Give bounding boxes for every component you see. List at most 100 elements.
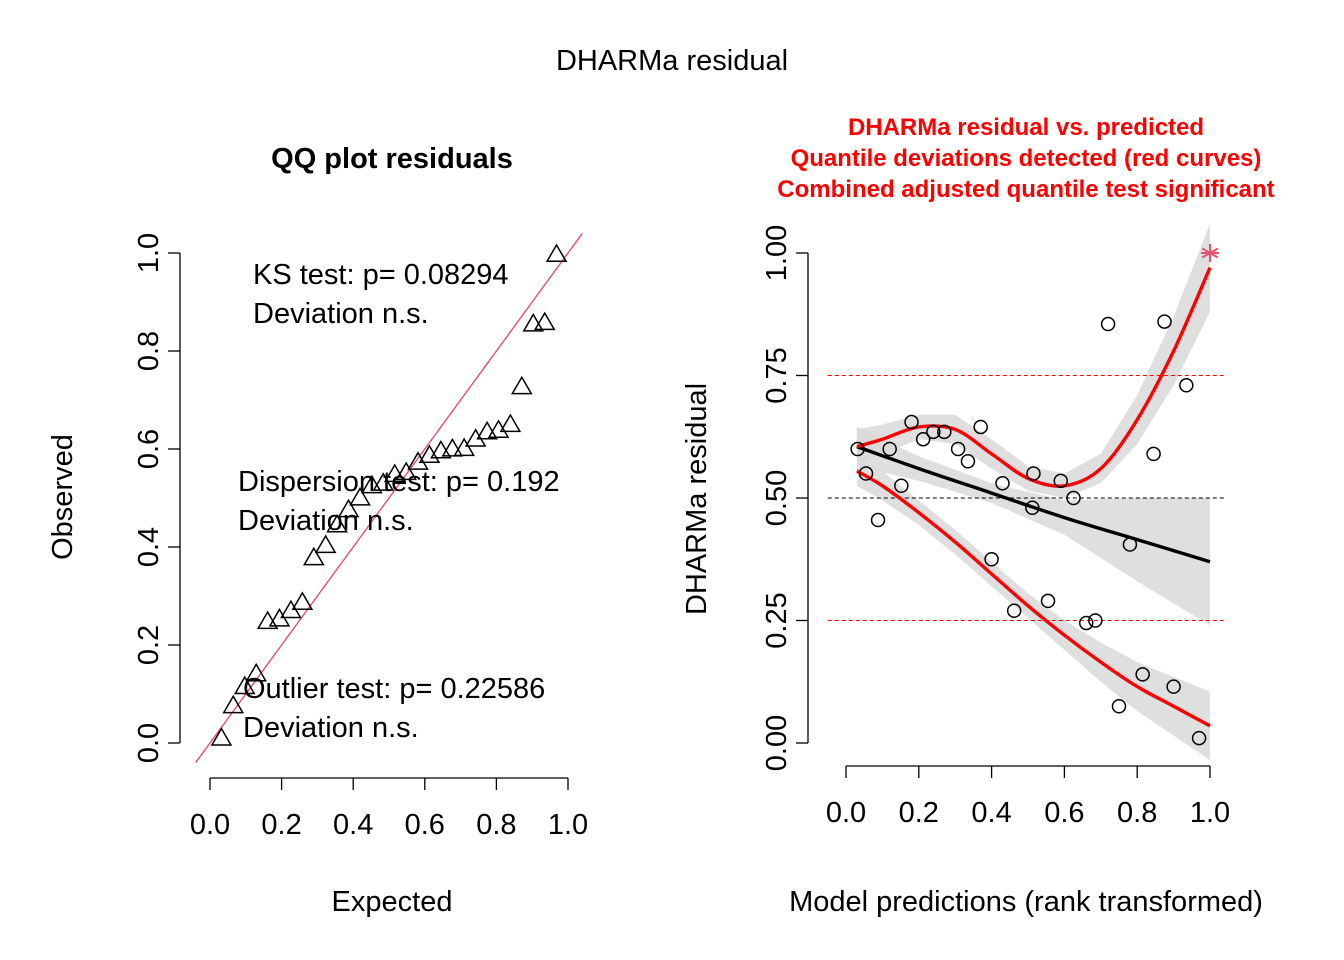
ks-test-text: KS test: p= 0.08294 [253, 259, 509, 291]
qq-title: QQ plot residuals [271, 143, 513, 175]
qq-plot-area: 0.0 0.2 0.4 0.6 0.8 1.0 0.0 0.2 0.4 0.6 0.8 1.0 [133, 233, 588, 841]
qq-x-tick-label: 0.4 [333, 809, 373, 841]
qq-point [441, 438, 464, 457]
residual-point [937, 424, 952, 440]
dispersion-deviation-text: Deviation n.s. [238, 505, 414, 537]
qq-point [210, 727, 233, 746]
qq-point [511, 375, 533, 395]
qq-point [245, 662, 267, 682]
residual-point [1026, 466, 1041, 481]
residual-point [1146, 446, 1161, 462]
qq-x-tick-label: 0.6 [405, 809, 445, 841]
qq-point [233, 675, 256, 695]
residual-point [1088, 613, 1103, 628]
residual-point [1122, 537, 1138, 552]
residual-point [1135, 667, 1150, 682]
qq-point [256, 610, 279, 630]
residual-outlier-point [1201, 244, 1219, 262]
qq-x-tick-label: 0.8 [476, 809, 516, 841]
residual-point [1100, 316, 1116, 332]
qq-x-tick-label: 0.0 [190, 809, 230, 841]
residual-title-line3: Combined adjusted quantile test signific… [777, 176, 1274, 203]
qq-panel: QQ plot residuals 0.0 0.2 0.4 0.6 0.8 1.00.00… [47, 143, 588, 918]
residual-y-tick-label: 0.75 [761, 347, 793, 403]
qq-point [314, 534, 337, 554]
residual-plot-area: 0.0 0.2 0.4 0.6 0.8 1.0 0.00 0.25 0.50 0.75 1.00 [761, 223, 1230, 829]
residual-point [915, 431, 931, 447]
residual-xlabel: Model predictions (rank transformed) [789, 886, 1263, 918]
residual-point [1078, 615, 1094, 631]
residual-x-tick-label: 0.2 [899, 797, 939, 829]
residual-panel: DHARMa residual vs. predicted Quantile d… [681, 114, 1275, 918]
residual-point [1025, 500, 1040, 516]
qq-reference-line [195, 232, 583, 764]
residual-point [870, 512, 886, 528]
residual-point [904, 414, 919, 430]
qq-point [291, 591, 314, 610]
residual-point [858, 466, 874, 481]
qq-point [407, 451, 429, 470]
residual-ylabel: DHARMa residual [681, 383, 713, 615]
residual-point [1040, 593, 1056, 609]
qq-xlabel: Expected [332, 886, 453, 918]
residual-point [984, 552, 999, 567]
residual-band-0 [856, 426, 1210, 626]
residual-x-tick-label: 0.4 [971, 797, 1011, 829]
residual-point [1166, 679, 1181, 694]
residual-band-1 [856, 223, 1210, 498]
qq-point [522, 313, 545, 332]
qq-point [545, 243, 568, 263]
qq-point [453, 437, 475, 457]
residual-point [926, 424, 941, 440]
qq-point [303, 546, 325, 566]
qq-point [326, 513, 348, 533]
residual-point [995, 476, 1010, 491]
residual-point [1111, 699, 1127, 714]
residual-point [1157, 314, 1172, 329]
residual-x-tick-label: 0.6 [1044, 797, 1084, 829]
qq-point [499, 413, 522, 433]
qq-y-tick-label: 0.6 [133, 429, 165, 469]
figure-title: DHARMa residual [556, 45, 788, 77]
residual-point [973, 419, 988, 435]
qq-point [487, 419, 510, 438]
residual-point [950, 441, 966, 457]
qq-y-tick-label: 0.2 [133, 625, 165, 665]
qq-y-tick-label: 0.0 [133, 723, 165, 763]
residual-point [894, 478, 909, 493]
qq-ylabel: Observed [47, 434, 79, 560]
qq-y-tick-label: 1.0 [133, 233, 165, 273]
residual-title-line2: Quantile deviations detected (red curves… [791, 145, 1262, 172]
residual-y-tick-label: 1.00 [761, 225, 793, 281]
qq-point [464, 428, 487, 447]
qq-point [476, 420, 498, 440]
qq-y-tick-label: 0.8 [133, 331, 165, 371]
qq-point [395, 461, 417, 481]
residual-x-tick-label: 1.0 [1190, 797, 1230, 829]
residual-point [960, 454, 976, 469]
qq-x-tick-label: 1.0 [548, 809, 588, 841]
residual-title-line1: DHARMa residual vs. predicted [848, 114, 1204, 141]
residual-point [882, 441, 897, 457]
qq-point [349, 487, 371, 506]
residual-y-tick-label: 0.00 [761, 715, 793, 771]
residual-curve-2 [856, 469, 1211, 728]
dispersion-test-text: Dispersion test: p= 0.192 [238, 466, 560, 498]
residual-point [1191, 730, 1207, 746]
qq-y-tick-label: 0.4 [133, 527, 165, 567]
residual-y-tick-label: 0.25 [761, 592, 793, 648]
residual-curve-0 [856, 444, 1211, 564]
residual-point [1006, 603, 1022, 618]
residual-x-tick-label: 0.0 [826, 797, 866, 829]
qq-point [222, 694, 245, 714]
residual-point [1066, 490, 1081, 506]
ks-deviation-text: Deviation n.s. [253, 298, 429, 330]
qq-x-tick-label: 0.2 [261, 809, 301, 841]
outlier-deviation-text: Deviation n.s. [243, 712, 419, 744]
residual-point [850, 441, 865, 457]
residual-y-tick-label: 0.50 [761, 470, 793, 526]
residual-point [1179, 378, 1194, 393]
qq-point [533, 311, 556, 331]
residual-x-tick-label: 0.8 [1117, 797, 1157, 829]
